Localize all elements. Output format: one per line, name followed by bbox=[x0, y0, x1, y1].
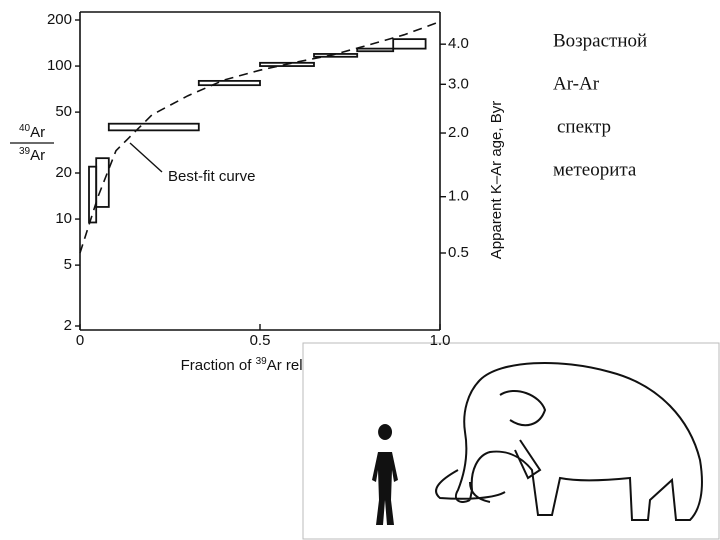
annotation-arrow bbox=[129, 142, 163, 173]
step bbox=[259, 61, 315, 67]
slide-text: спектр bbox=[557, 116, 611, 137]
y2-tick-label: 3.0 bbox=[448, 75, 469, 92]
step bbox=[392, 38, 427, 50]
y-label-text: Ar bbox=[30, 124, 45, 141]
y2-tick-label: 0.5 bbox=[448, 244, 469, 261]
y-label-mass: 40 bbox=[19, 123, 31, 134]
x-label-text: Fraction of bbox=[181, 357, 256, 374]
y-label-text: Ar bbox=[30, 147, 45, 164]
y-tick-label: 100 bbox=[47, 57, 72, 74]
y-tick-label: 2 bbox=[64, 317, 72, 334]
annotation: Best-fit curve bbox=[168, 168, 256, 185]
x-tick-label: 1.0 bbox=[430, 332, 451, 349]
y2-tick-label: 1.0 bbox=[448, 188, 469, 205]
x-tick-label: 0 bbox=[76, 332, 84, 349]
human-silhouette bbox=[372, 424, 398, 525]
slide-text: метеорита bbox=[553, 159, 637, 180]
x-label-mass: 39 bbox=[256, 356, 268, 367]
illustration-frame bbox=[302, 342, 720, 540]
y-tick-label: 5 bbox=[64, 256, 72, 273]
y2-tick-label: 4.0 bbox=[448, 35, 469, 52]
step bbox=[356, 47, 395, 53]
x-tick-label: 0.5 bbox=[250, 332, 271, 349]
slide-text: Ar-Ar bbox=[553, 73, 600, 94]
y-label: 40Ar bbox=[19, 123, 45, 141]
y-tick-label: 10 bbox=[55, 210, 72, 227]
step bbox=[95, 157, 110, 208]
mammoth-outline bbox=[435, 361, 703, 521]
y-label-mass: 39 bbox=[19, 146, 31, 157]
y-tick-label: 50 bbox=[55, 103, 72, 120]
y-label: 39Ar bbox=[19, 146, 45, 164]
y-tick-label: 200 bbox=[47, 11, 72, 28]
step bbox=[88, 165, 98, 224]
best-fit-curve bbox=[79, 20, 441, 254]
y2-tick-label: 2.0 bbox=[448, 124, 469, 141]
step bbox=[197, 79, 261, 87]
illustration bbox=[302, 342, 720, 540]
slide-text: Возрастной bbox=[553, 30, 647, 51]
y-tick-label: 20 bbox=[55, 164, 72, 181]
step bbox=[313, 53, 359, 58]
y2-label: Apparent K–Ar age, Byr bbox=[488, 101, 505, 259]
step bbox=[107, 122, 200, 132]
